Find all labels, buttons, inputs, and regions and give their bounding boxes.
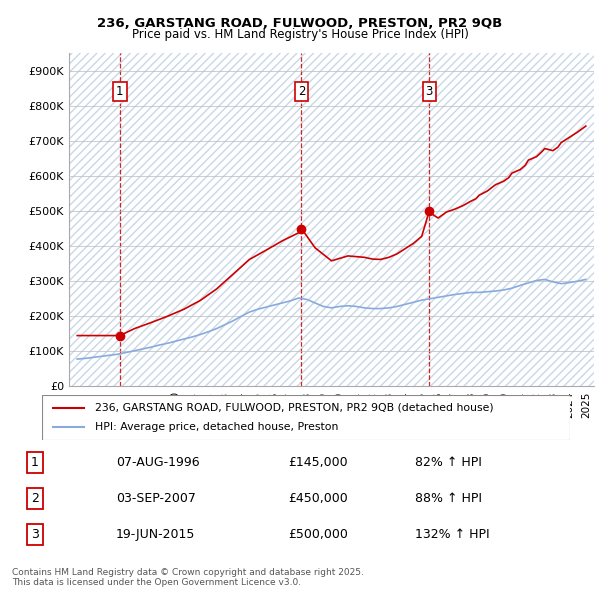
Text: 1: 1 [31, 456, 39, 469]
Text: 3: 3 [425, 85, 433, 98]
Text: 236, GARSTANG ROAD, FULWOOD, PRESTON, PR2 9QB: 236, GARSTANG ROAD, FULWOOD, PRESTON, PR… [97, 17, 503, 30]
Text: £450,000: £450,000 [289, 492, 348, 505]
Text: 19-JUN-2015: 19-JUN-2015 [116, 528, 195, 541]
Text: Price paid vs. HM Land Registry's House Price Index (HPI): Price paid vs. HM Land Registry's House … [131, 28, 469, 41]
Text: 132% ↑ HPI: 132% ↑ HPI [415, 528, 490, 541]
FancyBboxPatch shape [42, 395, 570, 440]
Text: £145,000: £145,000 [289, 456, 348, 469]
Text: 3: 3 [31, 528, 39, 541]
Text: 82% ↑ HPI: 82% ↑ HPI [415, 456, 482, 469]
Text: 2: 2 [31, 492, 39, 505]
Text: 2: 2 [298, 85, 305, 98]
Text: 236, GARSTANG ROAD, FULWOOD, PRESTON, PR2 9QB (detached house): 236, GARSTANG ROAD, FULWOOD, PRESTON, PR… [95, 403, 493, 412]
Text: £500,000: £500,000 [289, 528, 349, 541]
Text: HPI: Average price, detached house, Preston: HPI: Average price, detached house, Pres… [95, 422, 338, 432]
Text: 07-AUG-1996: 07-AUG-1996 [116, 456, 199, 469]
Text: 1: 1 [116, 85, 124, 98]
Text: 88% ↑ HPI: 88% ↑ HPI [415, 492, 482, 505]
Text: 03-SEP-2007: 03-SEP-2007 [116, 492, 196, 505]
Text: Contains HM Land Registry data © Crown copyright and database right 2025.
This d: Contains HM Land Registry data © Crown c… [12, 568, 364, 587]
